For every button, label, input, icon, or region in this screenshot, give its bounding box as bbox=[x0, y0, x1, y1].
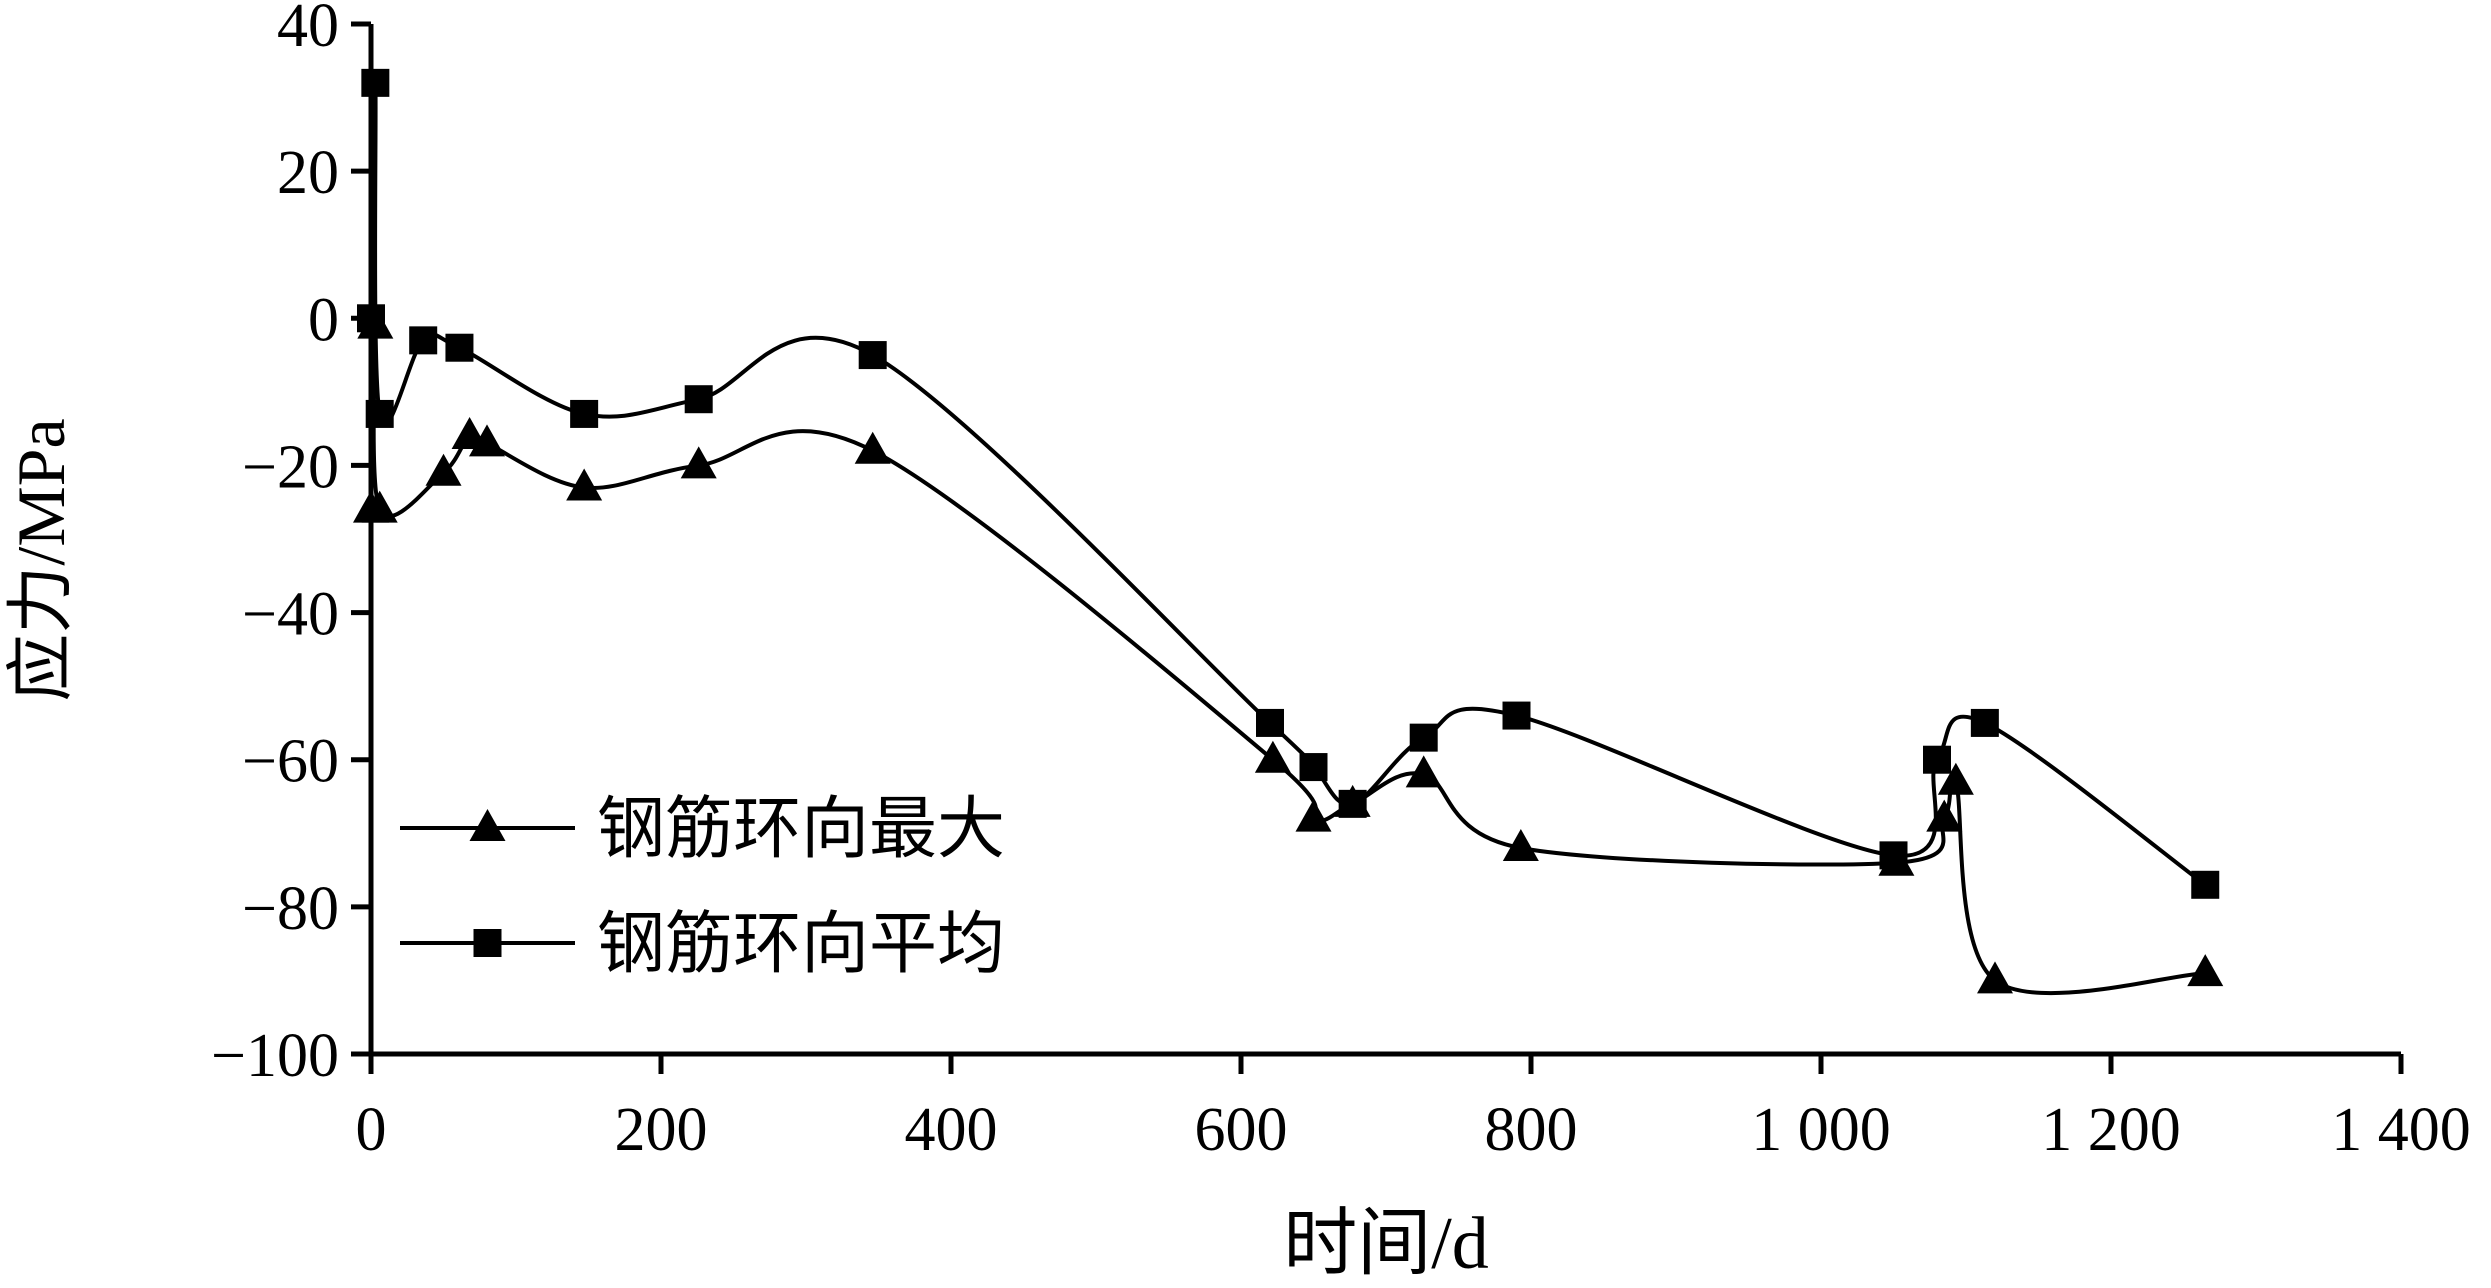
series-1-marker bbox=[858, 341, 887, 370]
series-1-marker bbox=[1299, 753, 1328, 782]
x-tick-label: 1 000 bbox=[1751, 1096, 1891, 1164]
y-tick-label: −60 bbox=[242, 728, 339, 796]
series-line-0 bbox=[369, 323, 2208, 996]
y-tick-label: 0 bbox=[308, 286, 339, 354]
series-0-marker bbox=[1254, 740, 1291, 773]
legend-marker-triangle bbox=[469, 809, 506, 841]
series-0-marker bbox=[1502, 829, 1539, 861]
series-0-marker bbox=[2187, 954, 2224, 987]
series-1-marker bbox=[1502, 701, 1531, 730]
series-0-marker bbox=[854, 431, 891, 464]
series-1-marker bbox=[1338, 789, 1367, 818]
series-0-marker bbox=[1295, 799, 1332, 832]
series-1-marker bbox=[1879, 841, 1908, 870]
axes-layer: 0 200 400 600 800 1 000 1 200 1 40040200−20−40−… bbox=[211, 0, 2471, 1164]
series-1-marker bbox=[1923, 745, 1951, 774]
axis-lines bbox=[368, 24, 2401, 1057]
series-1-marker bbox=[361, 68, 390, 97]
x-tick-label: 1 400 bbox=[2331, 1096, 2471, 1164]
y-axis-title: 应力/MPa bbox=[3, 418, 79, 701]
series-0-marker bbox=[1405, 755, 1442, 788]
y-tick-label: −20 bbox=[242, 433, 339, 501]
series-0-marker bbox=[425, 453, 462, 486]
series-0-marker bbox=[469, 424, 505, 457]
x-tick-label: 200 bbox=[615, 1096, 708, 1164]
y-tick-label: 40 bbox=[277, 0, 339, 60]
y-tick-label: −80 bbox=[242, 875, 339, 943]
y-tick-label: −40 bbox=[242, 581, 339, 649]
series-1-marker bbox=[445, 333, 474, 362]
y-tick-label: 20 bbox=[277, 139, 339, 207]
x-axis-title: 时间/d bbox=[1283, 1203, 1489, 1285]
x-tick-label: 1 200 bbox=[2041, 1096, 2181, 1164]
series-1-marker bbox=[365, 399, 394, 428]
series-1-marker bbox=[1970, 708, 1999, 737]
series-1-marker bbox=[409, 326, 438, 355]
series-1-marker bbox=[1409, 723, 1438, 752]
series-0-marker bbox=[680, 446, 717, 479]
legend-marker-square bbox=[473, 929, 502, 957]
series-0-marker bbox=[1977, 961, 2013, 994]
series-1-marker bbox=[684, 385, 713, 414]
x-tick-label: 800 bbox=[1485, 1096, 1578, 1164]
series-layer bbox=[353, 68, 2224, 996]
series-0-marker bbox=[566, 468, 603, 501]
legend-label-0: 钢筋环向最大 bbox=[597, 791, 1005, 867]
series-0-marker bbox=[1937, 762, 1974, 795]
series-0-marker bbox=[361, 490, 398, 523]
series-1-marker bbox=[2191, 870, 2220, 899]
x-tick-label: 400 bbox=[905, 1096, 998, 1164]
x-tick-label: 0 bbox=[356, 1096, 387, 1164]
series-1-marker bbox=[357, 304, 385, 333]
legend-label-1: 钢筋环向平均 bbox=[597, 906, 1005, 982]
series-1-marker bbox=[570, 399, 599, 428]
y-tick-label: −100 bbox=[211, 1022, 339, 1090]
x-tick-label: 600 bbox=[1195, 1096, 1288, 1164]
series-1-marker bbox=[1256, 708, 1284, 737]
